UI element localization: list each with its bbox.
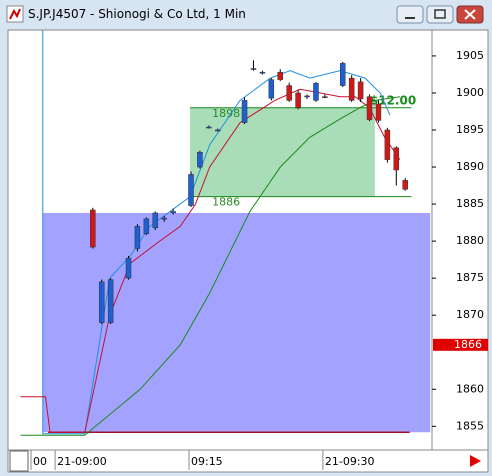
candle-body [268,79,275,99]
candle-body [286,85,292,101]
candle-body [348,77,355,101]
x-tick-label: 21-09:00 [57,455,107,468]
y-tick-label: 1880 [456,234,484,247]
app-icon [6,5,24,23]
y-tick-label: 1855 [456,419,484,432]
x-tick-label: 00 [33,455,47,468]
scroll-arrow[interactable] [470,455,481,467]
candle-body [384,129,391,160]
window-buttons[interactable] [396,5,486,27]
candle-body [322,96,328,98]
candle-body [304,95,310,98]
scroll-box[interactable] [9,450,29,472]
candle-body [241,100,248,123]
y-tick-label: 1885 [456,197,484,210]
candle-body [277,71,284,80]
last-price-label: 1866 [454,338,482,351]
minimize-button[interactable] [396,5,424,24]
candle-body [393,147,400,171]
y-tick-label: 1875 [456,271,484,284]
candle-body [366,96,373,120]
window-title: S.JP.J4507 - Shionogi & Co Ltd, 1 Min [28,7,246,21]
x-tick-label: 21-09:30 [325,455,375,468]
candle-body [215,129,221,132]
candle-body [295,92,301,109]
candle-body [152,212,159,229]
candle-body [402,180,408,190]
zone-label: 1898 [212,107,240,120]
candle-body [188,174,194,206]
indicator-line [42,30,391,435]
candle-body [250,68,257,70]
y-tick-label: 1895 [456,123,484,136]
y-tick-label: 1905 [456,49,484,62]
indicator-line [20,88,401,433]
maximize-button[interactable] [426,5,454,24]
candle-body [206,126,212,129]
y-tick-label: 1890 [456,160,484,173]
last-price-box [433,338,488,351]
candle-body [161,217,167,220]
candle-body [98,281,105,323]
y-tick-label: 1870 [456,308,484,321]
candle-body [143,218,150,234]
candle-body [197,151,203,168]
zone-label: 1886 [212,196,240,209]
candle-body [313,83,319,101]
candle-body [90,209,96,248]
candle-body [375,103,382,121]
candle-body [134,226,141,249]
indicator-line [20,96,400,436]
candle-body [339,63,346,86]
x-tick-label: 09:15 [191,455,223,468]
zone-rect [42,212,431,433]
candle-body [170,211,176,214]
candle-body [357,81,364,100]
y-tick-label: 1900 [456,86,484,99]
candle-body [259,71,266,74]
time-axis-panel [7,449,489,473]
candle-body [125,257,132,279]
candle-body [107,279,114,323]
y-tick-label: 1860 [456,382,484,395]
zone-rect [190,107,375,197]
title-bar: S.JP.J4507 - Shionogi & Co Ltd, 1 Min [0,0,492,30]
